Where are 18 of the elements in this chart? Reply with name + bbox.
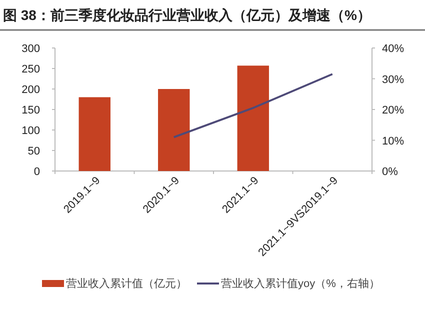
legend-label: 营业收入累计值（亿元） xyxy=(66,277,187,290)
bar xyxy=(78,97,110,171)
y-tick-label: 150 xyxy=(22,104,40,116)
y2-tick-label: 20% xyxy=(382,104,404,116)
bar xyxy=(237,66,269,171)
chart-title: 图 38：前三季度化妆品行业营业收入（亿元）及增速（%） xyxy=(3,7,371,23)
legend-label: 营业收入累计值yoy（%，右轴） xyxy=(221,277,380,290)
y-tick-label: 50 xyxy=(28,146,40,158)
y-tick-label: 0 xyxy=(34,166,40,178)
y-tick-label: 300 xyxy=(22,43,40,55)
y-tick-label: 200 xyxy=(22,84,40,96)
y2-tick-label: 0% xyxy=(382,166,398,178)
y2-tick-label: 30% xyxy=(382,74,404,86)
y2-tick-label: 40% xyxy=(382,43,404,55)
y-tick-label: 250 xyxy=(22,64,40,76)
y2-tick-label: 10% xyxy=(382,135,404,148)
y-tick-label: 100 xyxy=(22,125,40,137)
bar xyxy=(158,89,190,171)
